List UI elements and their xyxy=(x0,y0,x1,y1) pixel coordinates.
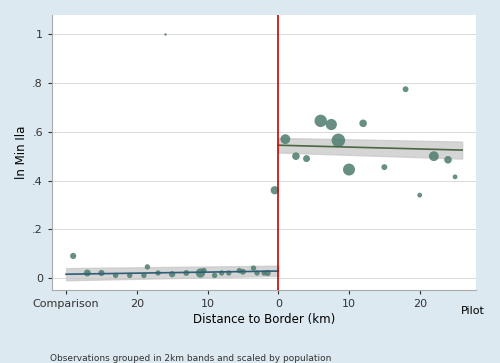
Point xyxy=(69,253,77,259)
Point xyxy=(84,270,92,276)
Y-axis label: ln Min Ila: ln Min Ila xyxy=(15,126,28,179)
Point xyxy=(416,192,424,198)
Point xyxy=(239,269,247,275)
Point xyxy=(270,187,278,193)
X-axis label: Distance to Border (km): Distance to Border (km) xyxy=(193,313,335,326)
Point xyxy=(444,157,452,163)
Point xyxy=(236,268,244,273)
Point xyxy=(250,265,258,271)
Point xyxy=(359,121,367,126)
Text: Observations grouped in 2km bands and scaled by population: Observations grouped in 2km bands and sc… xyxy=(50,354,332,363)
Point xyxy=(140,273,148,278)
Point xyxy=(345,167,353,172)
Point xyxy=(430,153,438,159)
Point xyxy=(196,270,204,276)
Point xyxy=(328,122,336,127)
Point xyxy=(168,271,176,277)
Point xyxy=(210,273,218,278)
Point xyxy=(292,153,300,159)
Point xyxy=(154,270,162,276)
Point xyxy=(200,268,208,273)
Point xyxy=(402,86,409,92)
Point xyxy=(282,136,290,142)
Point xyxy=(264,270,272,276)
Text: Pilot: Pilot xyxy=(461,306,484,316)
Point xyxy=(334,138,342,143)
Point xyxy=(182,270,190,276)
Point xyxy=(112,273,120,278)
Point xyxy=(253,270,261,276)
Point xyxy=(451,174,459,180)
Point xyxy=(144,264,152,270)
Point xyxy=(316,118,324,124)
Point xyxy=(126,273,134,278)
Point xyxy=(218,270,226,276)
Point xyxy=(380,164,388,170)
Point xyxy=(225,270,233,276)
Point xyxy=(260,270,268,276)
Point xyxy=(98,270,106,276)
Point xyxy=(161,32,169,37)
Point xyxy=(302,156,310,162)
